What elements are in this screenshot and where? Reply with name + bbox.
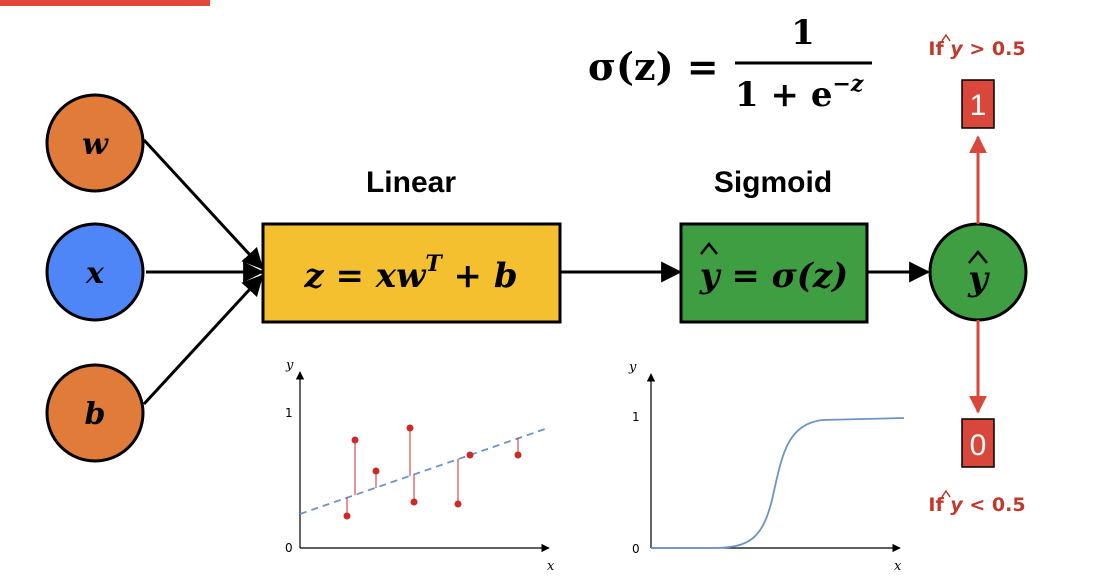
linear-heading: Linear (366, 166, 456, 199)
formula-denominator: 1 + e−z (735, 71, 864, 115)
sigmoid-equation-yhat: y (699, 256, 722, 296)
sigmoid-curve (651, 417, 905, 549)
decision-bottom-value: 0 (970, 429, 987, 462)
w-label: w (82, 127, 109, 162)
formula-numerator: 1 (791, 13, 815, 53)
x-label: x (85, 256, 105, 291)
decision-top-rest: > 0.5 (963, 38, 1026, 60)
formula-denominator-base: 1 + e (735, 75, 832, 115)
w-to-linear-line (142, 138, 264, 270)
linear-equation-main: z = xw (303, 256, 427, 296)
output-hat-icon (968, 250, 988, 264)
linear-box-rect (261, 222, 562, 324)
linear-plot-tick-one: 1 (285, 406, 293, 420)
b-to-linear-line (142, 274, 264, 406)
decision-bottom-rest: < 0.5 (963, 494, 1026, 516)
sigmoid-plot-tick-one: 1 (632, 410, 640, 424)
b-label: b (85, 397, 106, 432)
data-point-7 (466, 451, 474, 459)
formula-denominator-exp: −z (832, 71, 863, 97)
data-point-3 (372, 467, 380, 475)
decision-top-var: y (950, 38, 964, 60)
linear-box: z = xwT + b (261, 222, 562, 324)
decision-top-box (961, 79, 995, 129)
linear-plot-y-label: y (285, 358, 294, 373)
data-point-1 (343, 512, 351, 520)
sigmoid-equation-rest: = σ(z) (720, 256, 849, 296)
data-point-6 (454, 500, 462, 508)
sigmoid-plot: y x 1 0 (628, 360, 905, 574)
sigmoid-box: y = σ(z) (679, 222, 869, 324)
b-circle (45, 363, 145, 463)
sigmoid-heading: Sigmoid (714, 166, 832, 199)
linear-plot-x-label: x (547, 559, 555, 574)
sigmoid-plot-x-label: x (894, 559, 902, 574)
sigmoid-box-rect (679, 222, 869, 324)
decision-top-value: 1 (970, 89, 987, 122)
decision-top: If y > 0.5 1 (928, 33, 1026, 129)
decision-top-if: If (928, 38, 950, 60)
linear-plot-fit-line (299, 428, 546, 515)
decision-bottom-hat-icon (941, 489, 951, 498)
sigmoid-plot-y-label: y (628, 360, 637, 375)
linear-plot: y x 1 0 (285, 358, 555, 574)
decision-bottom-box (961, 418, 995, 468)
x-circle (45, 222, 145, 322)
decision-bottom: 0 If y < 0.5 (928, 418, 1026, 516)
output-label: y (967, 259, 990, 299)
linear-plot-points (343, 424, 522, 520)
data-point-8 (514, 451, 522, 459)
input-node-b: b (45, 363, 145, 463)
linear-equation-sup: T (425, 251, 443, 277)
sigmoid-hat-icon (700, 241, 718, 255)
input-node-x: x (45, 222, 145, 322)
output-node: y (928, 222, 1028, 322)
decision-top-condition: If y > 0.5 (928, 38, 1025, 60)
sigmoid-equation: y = σ(z) (699, 256, 848, 296)
decision-bottom-if: If (928, 494, 950, 516)
linear-plot-tick-zero: 0 (285, 541, 293, 555)
formula-lhs: σ(z) = (588, 44, 719, 89)
sigmoid-formula: σ(z) = 1 1 + e−z (588, 13, 872, 115)
decision-top-hat-icon (941, 33, 951, 42)
top-left-red-fragment (0, 0, 210, 6)
data-point-2 (351, 436, 359, 444)
input-node-w: w (45, 93, 145, 193)
linear-equation: z = xwT + b (303, 251, 517, 296)
sigmoid-plot-tick-zero: 0 (632, 542, 640, 556)
decision-bottom-condition: If y < 0.5 (928, 494, 1025, 516)
data-point-5 (410, 498, 418, 506)
data-point-4 (406, 424, 414, 432)
decision-bottom-var: y (950, 494, 964, 516)
linear-equation-tail: + b (442, 256, 518, 296)
w-circle (45, 93, 145, 193)
